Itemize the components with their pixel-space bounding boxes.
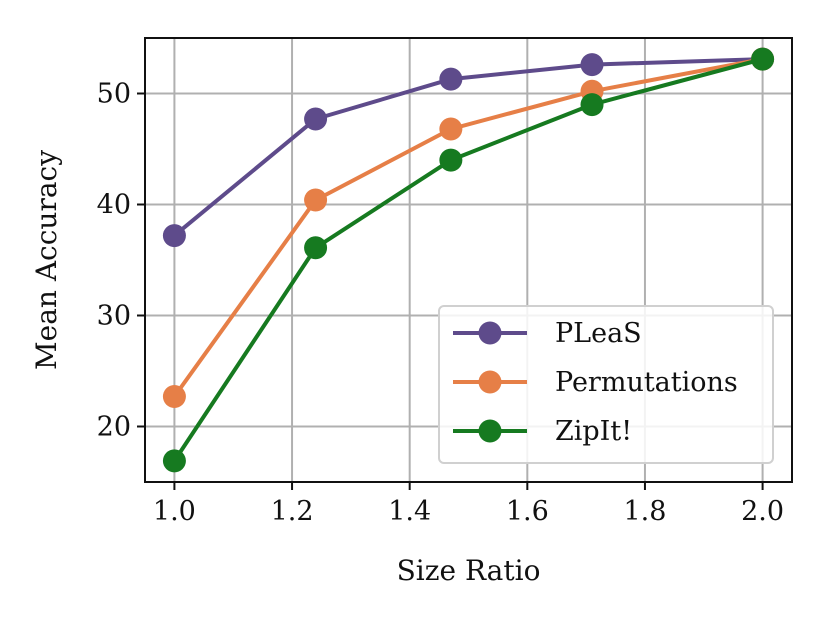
plot-frame [144,37,793,483]
data-point-zipit [304,236,328,260]
legend: PLeaS Permutations ZipIt! [438,305,774,464]
x-axis-title: Size Ratio [397,554,541,587]
x-tick-label: 1.6 [506,496,549,527]
x-tick-label: 1.4 [388,496,431,527]
y-tick-label: 20 [97,412,131,443]
data-point-pleas [304,107,328,131]
data-point-pleas [162,224,186,248]
legend-item-permutations: Permutations [453,367,738,398]
series-zipit [162,47,775,473]
data-point-permutations [162,385,186,409]
data-point-zipit [439,148,463,172]
x-tick-label: 1.0 [153,496,196,527]
legend-swatch-marker [478,321,502,345]
data-point-pleas [439,67,463,91]
y-tick-label: 30 [97,301,131,332]
data-point-zipit [162,449,186,473]
legend-swatch-marker [478,370,502,394]
y-tick-label: 50 [97,79,131,110]
legend-item-zipit: ZipIt! [453,416,632,447]
legend-item-pleas: PLeaS [453,318,642,349]
y-axis-title: Mean Accuracy [30,150,63,370]
x-tick-label: 1.8 [623,496,666,527]
legend-box [438,305,774,464]
data-point-permutations [439,117,463,141]
series-layer [162,47,775,473]
axis-ticks: 1.0 1.2 1.4 1.6 1.8 2.0 20 30 40 50 [97,79,784,528]
legend-label: PLeaS [555,318,642,349]
data-point-zipit [580,93,604,117]
legend-label: Permutations [555,367,738,398]
x-tick-label: 1.2 [271,496,314,527]
x-tick-label: 2.0 [741,496,784,527]
data-point-pleas [580,53,604,77]
y-tick-label: 40 [97,190,131,221]
data-point-permutations [304,188,328,212]
legend-label: ZipIt! [555,416,632,447]
legend-swatch-marker [478,419,502,443]
data-point-zipit [751,47,775,71]
